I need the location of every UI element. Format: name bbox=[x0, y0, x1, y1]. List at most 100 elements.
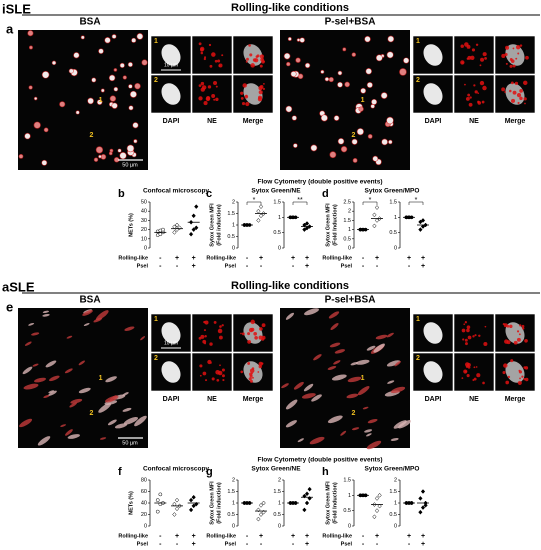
ne-signal bbox=[240, 96, 244, 100]
cell-nucleus bbox=[298, 74, 303, 79]
ne-signal bbox=[204, 335, 207, 338]
ne-signal bbox=[200, 46, 205, 52]
cell bbox=[304, 308, 319, 316]
row-label: Psel bbox=[137, 541, 149, 547]
ne-signal bbox=[465, 362, 470, 367]
cell bbox=[66, 335, 73, 339]
cell bbox=[45, 360, 57, 368]
y-tick-label: 0.5 bbox=[227, 512, 235, 518]
ne-signal bbox=[240, 370, 244, 374]
y-tick-label: 0 bbox=[394, 245, 397, 251]
ne-signal bbox=[198, 336, 202, 340]
inset bbox=[453, 35, 495, 75]
condition-sign: - bbox=[159, 255, 162, 262]
cell-nucleus bbox=[123, 76, 127, 80]
ne-signal bbox=[262, 87, 266, 91]
ne-signal bbox=[251, 372, 253, 375]
cell bbox=[122, 392, 129, 396]
cell bbox=[366, 345, 376, 351]
data-point bbox=[155, 509, 160, 514]
condition-sign: - bbox=[246, 533, 249, 540]
y-tick-label: 2 bbox=[394, 477, 397, 483]
ne-signal bbox=[201, 85, 207, 90]
condition-sign: - bbox=[159, 533, 162, 540]
cell-nucleus bbox=[76, 110, 80, 114]
nucleus bbox=[505, 361, 525, 383]
row-label: Rolling-like bbox=[322, 255, 352, 261]
ne-signal bbox=[248, 377, 252, 381]
ne-signal bbox=[477, 92, 480, 95]
condition-sign: - bbox=[246, 255, 249, 262]
y-tick-label: 0 bbox=[348, 245, 351, 251]
condition-sign: + bbox=[192, 541, 196, 548]
cell bbox=[351, 427, 360, 431]
ne-signal bbox=[516, 92, 522, 98]
ne-signal bbox=[215, 97, 219, 102]
cell bbox=[285, 420, 297, 428]
data-point bbox=[191, 227, 196, 232]
section-label: aSLE bbox=[2, 279, 35, 294]
ne-signal bbox=[476, 373, 481, 378]
y-tick-label: 2 bbox=[348, 209, 351, 215]
data-point bbox=[258, 204, 264, 209]
y-axis-label: NETs (%) bbox=[128, 213, 134, 237]
cell bbox=[114, 423, 128, 429]
row-label: Psel bbox=[225, 541, 237, 547]
data-point bbox=[304, 491, 310, 497]
inset-row-label: 2 bbox=[416, 77, 420, 84]
cell-nucleus bbox=[399, 68, 407, 76]
row-label: Rolling-like bbox=[118, 255, 148, 261]
cell bbox=[331, 374, 347, 381]
cell bbox=[301, 393, 316, 399]
data-point bbox=[191, 213, 196, 219]
ne-signal bbox=[245, 60, 248, 63]
data-point bbox=[372, 223, 377, 229]
cell bbox=[93, 317, 103, 323]
ne-signal bbox=[245, 101, 250, 107]
data-point bbox=[188, 231, 194, 237]
condition-sign: - bbox=[176, 263, 179, 270]
condition-sign: - bbox=[176, 541, 179, 548]
y-axis-label: Sytox Green MFI bbox=[325, 481, 331, 525]
cell-nucleus bbox=[330, 151, 336, 158]
cell-nucleus bbox=[109, 152, 113, 155]
ne-signal bbox=[463, 323, 466, 326]
row-label: Rolling-like bbox=[322, 533, 352, 539]
ne-signal bbox=[244, 94, 249, 99]
condition-sign: - bbox=[246, 541, 249, 548]
ne-signal bbox=[519, 324, 522, 327]
ne-signal bbox=[466, 374, 470, 378]
y-tick-label: 2 bbox=[232, 477, 235, 483]
ne-signal bbox=[464, 83, 466, 86]
data-point bbox=[258, 213, 264, 219]
ne-signal bbox=[200, 81, 205, 86]
condition-sign: + bbox=[421, 541, 425, 548]
y-tick-label: 2 bbox=[278, 477, 281, 483]
ne-signal bbox=[261, 60, 265, 64]
ne-signal bbox=[246, 57, 249, 61]
ne-signal bbox=[484, 56, 487, 60]
ne-signal bbox=[465, 365, 469, 368]
ne-signal bbox=[483, 342, 488, 347]
cell-nucleus bbox=[131, 38, 136, 43]
y-tick-label: 2.5 bbox=[343, 199, 351, 205]
ne-signal bbox=[479, 64, 482, 67]
ne-signal bbox=[207, 359, 212, 365]
cell-nucleus bbox=[114, 87, 118, 91]
y-tick-label: 1.5 bbox=[227, 489, 235, 495]
ne-signal bbox=[512, 90, 517, 95]
ne-signal bbox=[512, 47, 515, 50]
ne-signal bbox=[259, 54, 265, 59]
ne-signal bbox=[480, 57, 485, 62]
cell-nucleus bbox=[120, 63, 125, 68]
data-point bbox=[418, 496, 423, 501]
condition-sign: + bbox=[305, 255, 309, 262]
ne-signal bbox=[477, 101, 480, 104]
cell-nucleus bbox=[120, 152, 127, 159]
condition-sign: + bbox=[407, 255, 411, 262]
cell-nucleus bbox=[29, 86, 33, 90]
inset bbox=[453, 74, 495, 114]
ne-signal bbox=[521, 324, 525, 328]
inset-row-label: 1 bbox=[416, 316, 420, 323]
ne-signal bbox=[509, 324, 513, 329]
